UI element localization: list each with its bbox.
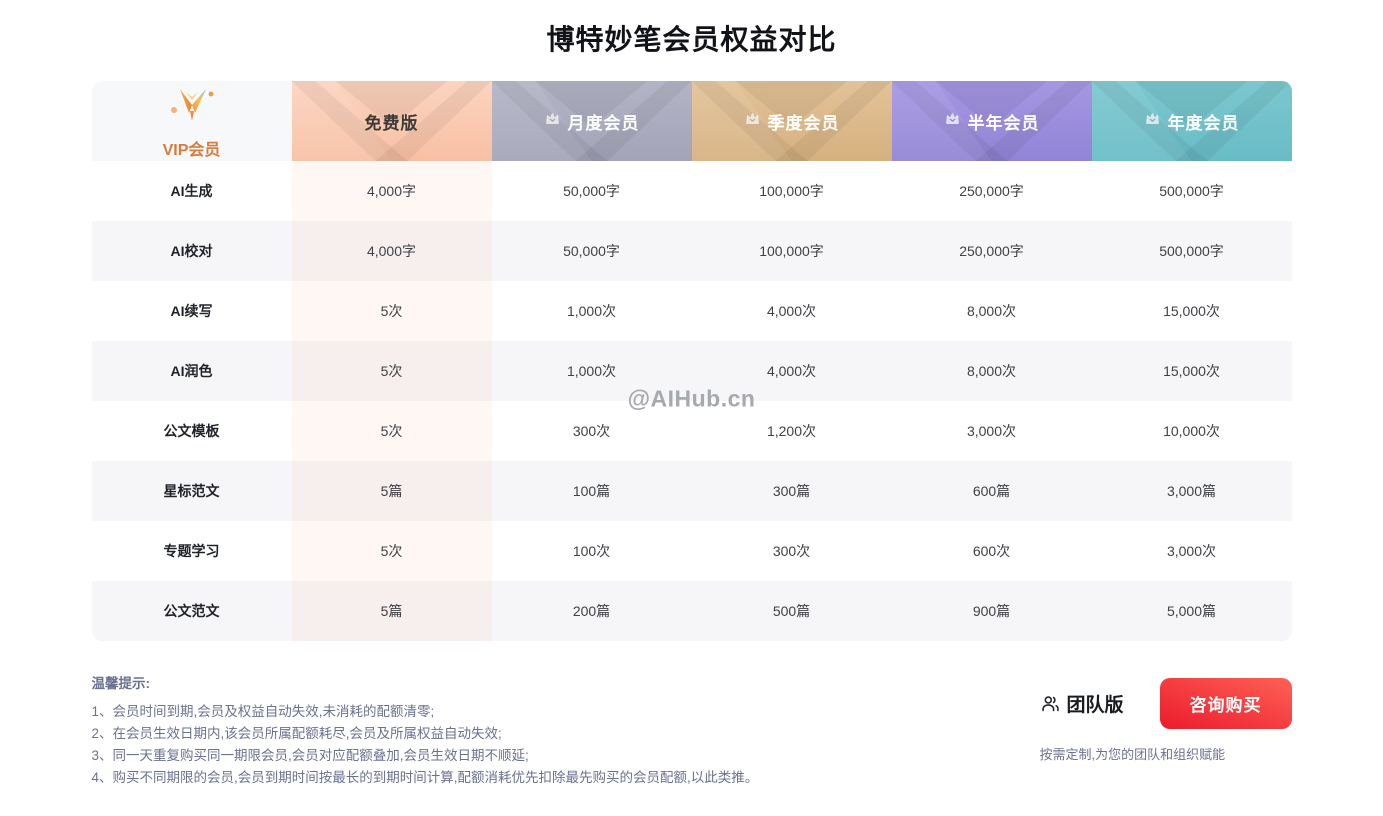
value-cell: 300篇 — [772, 483, 811, 499]
value-cell: 5次 — [291, 521, 492, 581]
vip-logo-icon — [166, 83, 218, 134]
table-body: AI生成 4,000字 50,000字 100,000字 250,000字 500,000… — [91, 161, 1292, 641]
crown-icon — [944, 111, 968, 131]
notes-block: 温馨提示: 1、会员时间到期,会员及权益自动失效,未消耗的配额清零; 2、在会员生… — [92, 672, 759, 789]
value-cell: 5篇 — [291, 581, 492, 641]
feature-label: 专题学习 — [163, 543, 220, 559]
value-cell: 8,000次 — [966, 363, 1017, 379]
value-cell: 15,000次 — [1163, 363, 1220, 379]
value-cell: 1,000次 — [566, 363, 617, 379]
value-cell: 3,000次 — [966, 423, 1017, 439]
table-row: 公文模板 5次 300次 1,200次 3,000次 10,000次 — [92, 401, 1292, 461]
team-users-icon — [1040, 693, 1061, 714]
value-cell: 500,000字 — [1159, 243, 1224, 259]
value-cell: 5篇 — [291, 461, 492, 521]
feature-label: AI续写 — [170, 303, 213, 319]
table-row: AI润色 5次 1,000次 4,000次 8,000次 15,000次 — [91, 341, 1292, 401]
value-cell: 4,000字 — [291, 161, 492, 221]
plan-label: 半年会员 — [967, 113, 1040, 133]
feature-label: AI校对 — [170, 243, 213, 259]
value-cell: 8,000次 — [966, 303, 1017, 319]
plan-header-1: 免费版 — [291, 81, 492, 161]
feature-label: 公文范文 — [163, 603, 220, 619]
value-cell: 100篇 — [572, 483, 611, 499]
value-cell: 300次 — [772, 543, 811, 559]
value-cell: 10,000次 — [1163, 423, 1220, 439]
value-cell: 600次 — [972, 543, 1011, 559]
plan-header-5: 年度会员 — [1091, 81, 1292, 161]
plan-label: 免费版 — [364, 113, 419, 133]
crown-icon — [744, 111, 768, 131]
value-cell: 900篇 — [972, 603, 1011, 619]
vip-header-label: VIP会员 — [162, 141, 221, 159]
value-cell: 5次 — [291, 281, 492, 341]
team-label: 团队版 — [1066, 695, 1124, 716]
plan-label: 月度会员 — [567, 113, 640, 133]
plan-label: 年度会员 — [1167, 113, 1240, 133]
feature-label: AI生成 — [170, 183, 213, 199]
value-cell: 600篇 — [972, 483, 1011, 499]
crown-icon — [1144, 111, 1168, 131]
footer: 温馨提示: 1、会员时间到期,会员及权益自动失效,未消耗的配额清零; 2、在会员生… — [92, 672, 1292, 789]
value-cell: 500,000字 — [1159, 183, 1224, 199]
value-cell: 4,000次 — [766, 363, 817, 379]
value-cell: 5次 — [291, 341, 492, 401]
feature-label: AI润色 — [170, 363, 213, 379]
table-row: 公文范文 5篇 200篇 500篇 900篇 5,000篇 — [91, 581, 1292, 641]
notes-title: 温馨提示: — [91, 676, 151, 691]
consult-purchase-button[interactable]: 咨询购买 — [1159, 678, 1292, 729]
value-cell: 5次 — [291, 401, 492, 461]
value-cell: 50,000字 — [563, 183, 620, 199]
table-row: 专题学习 5次 100次 300次 600次 3,000次 — [92, 521, 1292, 581]
team-description: 按需定制,为您的团队和组织赋能 — [1039, 747, 1226, 762]
value-cell: 15,000次 — [1163, 303, 1220, 319]
plan-header-4: 半年会员 — [891, 81, 1092, 161]
feature-label: 公文模板 — [163, 423, 220, 439]
value-cell: 1,200次 — [766, 423, 817, 439]
note-item: 2、在会员生效日期内,该会员所属配额耗尽,会员及所属权益自动失效; — [91, 726, 502, 741]
value-cell: 4,000次 — [766, 303, 817, 319]
page-title: 博特妙笔会员权益对比 — [546, 24, 837, 55]
membership-comparison-table: VIP会员 免费版 月度会员 季度会员 半年会员 年度会员 AI生成 4,000字… — [91, 81, 1292, 641]
value-cell: 5,000篇 — [1166, 603, 1217, 619]
note-item: 4、购买不同期限的会员,会员到期时间按最长的到期时间计算,配额消耗优先扣除最先购… — [91, 770, 759, 785]
vip-header-cell: VIP会员 — [91, 81, 292, 161]
team-block: 团队版 咨询购买 按需定制,为您的团队和组织赋能 — [1040, 678, 1292, 763]
value-cell: 300次 — [572, 423, 611, 439]
watermark: @AIHub.cn — [627, 385, 756, 412]
value-cell: 500篇 — [772, 603, 811, 619]
value-cell: 50,000字 — [563, 243, 620, 259]
value-cell: 3,000篇 — [1166, 483, 1217, 499]
plan-label: 季度会员 — [767, 113, 840, 133]
value-cell: 250,000字 — [959, 183, 1024, 199]
table-row: AI校对 4,000字 50,000字 100,000字 250,000字 500,000… — [91, 221, 1292, 281]
note-item: 3、同一天重复购买同一期限会员,会员对应配额叠加,会员生效日期不顺延; — [91, 748, 529, 763]
value-cell: 100,000字 — [759, 183, 824, 199]
value-cell: 200篇 — [572, 603, 611, 619]
table-header-row: VIP会员 免费版 月度会员 季度会员 半年会员 年度会员 — [91, 81, 1292, 161]
feature-label: 星标范文 — [163, 483, 220, 499]
value-cell: 4,000字 — [291, 221, 492, 281]
table-row: 星标范文 5篇 100篇 300篇 600篇 3,000篇 — [91, 461, 1292, 521]
table-row: AI续写 5次 1,000次 4,000次 8,000次 15,000次 — [92, 281, 1292, 341]
table-row: AI生成 4,000字 50,000字 100,000字 250,000字 500,000… — [92, 161, 1292, 221]
value-cell: 100,000字 — [759, 243, 824, 259]
crown-icon — [544, 111, 568, 131]
plan-header-2: 月度会员 — [491, 81, 692, 161]
value-cell: 1,000次 — [566, 303, 617, 319]
note-item: 1、会员时间到期,会员及权益自动失效,未消耗的配额清零; — [91, 704, 435, 719]
value-cell: 3,000次 — [1166, 543, 1217, 559]
plan-header-3: 季度会员 — [691, 81, 892, 161]
value-cell: 250,000字 — [959, 243, 1024, 259]
value-cell: 100次 — [572, 543, 611, 559]
